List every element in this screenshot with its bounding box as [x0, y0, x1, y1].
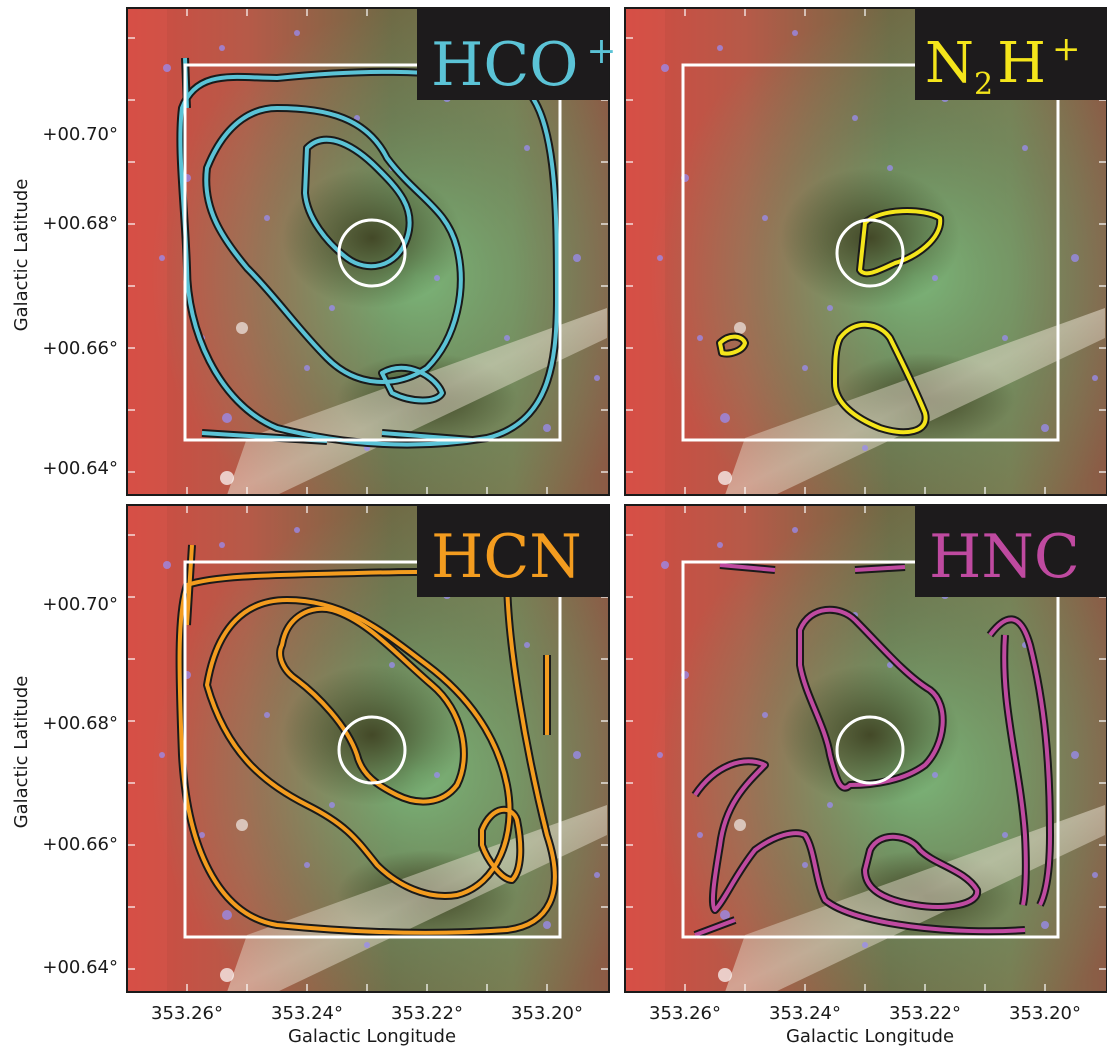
svg-text:N2H+: N2H +: [925, 29, 1080, 102]
field-box: [183, 560, 562, 939]
contours-hnc: [691, 561, 1054, 939]
y-tick-label: +00.66°: [42, 834, 118, 855]
x-tick-label: 353.20°: [511, 1003, 583, 1024]
x-tick-label: 353.22°: [889, 1003, 961, 1024]
contours-n2hp: [716, 207, 945, 437]
target-circle: [337, 218, 407, 288]
y-tick-label: +00.68°: [42, 713, 118, 734]
field-box: [681, 560, 1060, 939]
x-tick-label: 353.26°: [649, 1003, 721, 1024]
x-tick-label: 353.24°: [769, 1003, 841, 1024]
molecule-label-n2hp: N2H +: [915, 8, 1107, 102]
contours-hcop: [176, 57, 561, 449]
x-tick-label: 353.22°: [391, 1003, 463, 1024]
target-circle: [835, 218, 905, 288]
svg-text:HNC: HNC: [929, 522, 1080, 592]
y-tick-label: +00.66°: [42, 338, 118, 359]
x-tick-label: 353.20°: [1009, 1003, 1081, 1024]
target-circle: [835, 715, 905, 785]
svg-text:HCO+: HCO +: [431, 30, 617, 100]
x-tick-label: 353.24°: [271, 1003, 343, 1024]
panel-n2hp: N2H +: [624, 7, 1107, 496]
x-axis-labels: 353.26° 353.24° 353.22° 353.20° Galactic…: [151, 1003, 1081, 1047]
svg-text:HCN: HCN: [431, 522, 582, 592]
x-axis-title: Galactic Longitude: [786, 1026, 954, 1047]
x-tick-label: 353.26°: [151, 1003, 223, 1024]
y-axis-title: Galactic Latitude: [11, 676, 32, 829]
y-tick-label: +00.64°: [42, 957, 118, 978]
panel-hnc: HNC: [624, 504, 1107, 993]
target-circle: [337, 715, 407, 785]
y-tick-label: +00.70°: [42, 594, 118, 615]
molecule-label-hnc: HNC: [915, 505, 1107, 597]
molecule-label-hcop: HCO +: [417, 8, 617, 100]
y-tick-label: +00.68°: [42, 213, 118, 234]
molecule-label-hcn: HCN: [417, 505, 609, 597]
panel-hcop: HCO +: [126, 7, 617, 496]
x-axis-title: Galactic Longitude: [288, 1026, 456, 1047]
panel-hcn: HCN: [126, 504, 610, 993]
field-box: [183, 63, 562, 442]
y-axis-title: Galactic Latitude: [11, 179, 32, 332]
y-axis-labels: +00.70° +00.68° +00.66° +00.64° +00.70° …: [11, 124, 118, 978]
field-box: [681, 63, 1060, 442]
y-tick-label: +00.70°: [42, 124, 118, 145]
y-tick-label: +00.64°: [42, 458, 118, 479]
